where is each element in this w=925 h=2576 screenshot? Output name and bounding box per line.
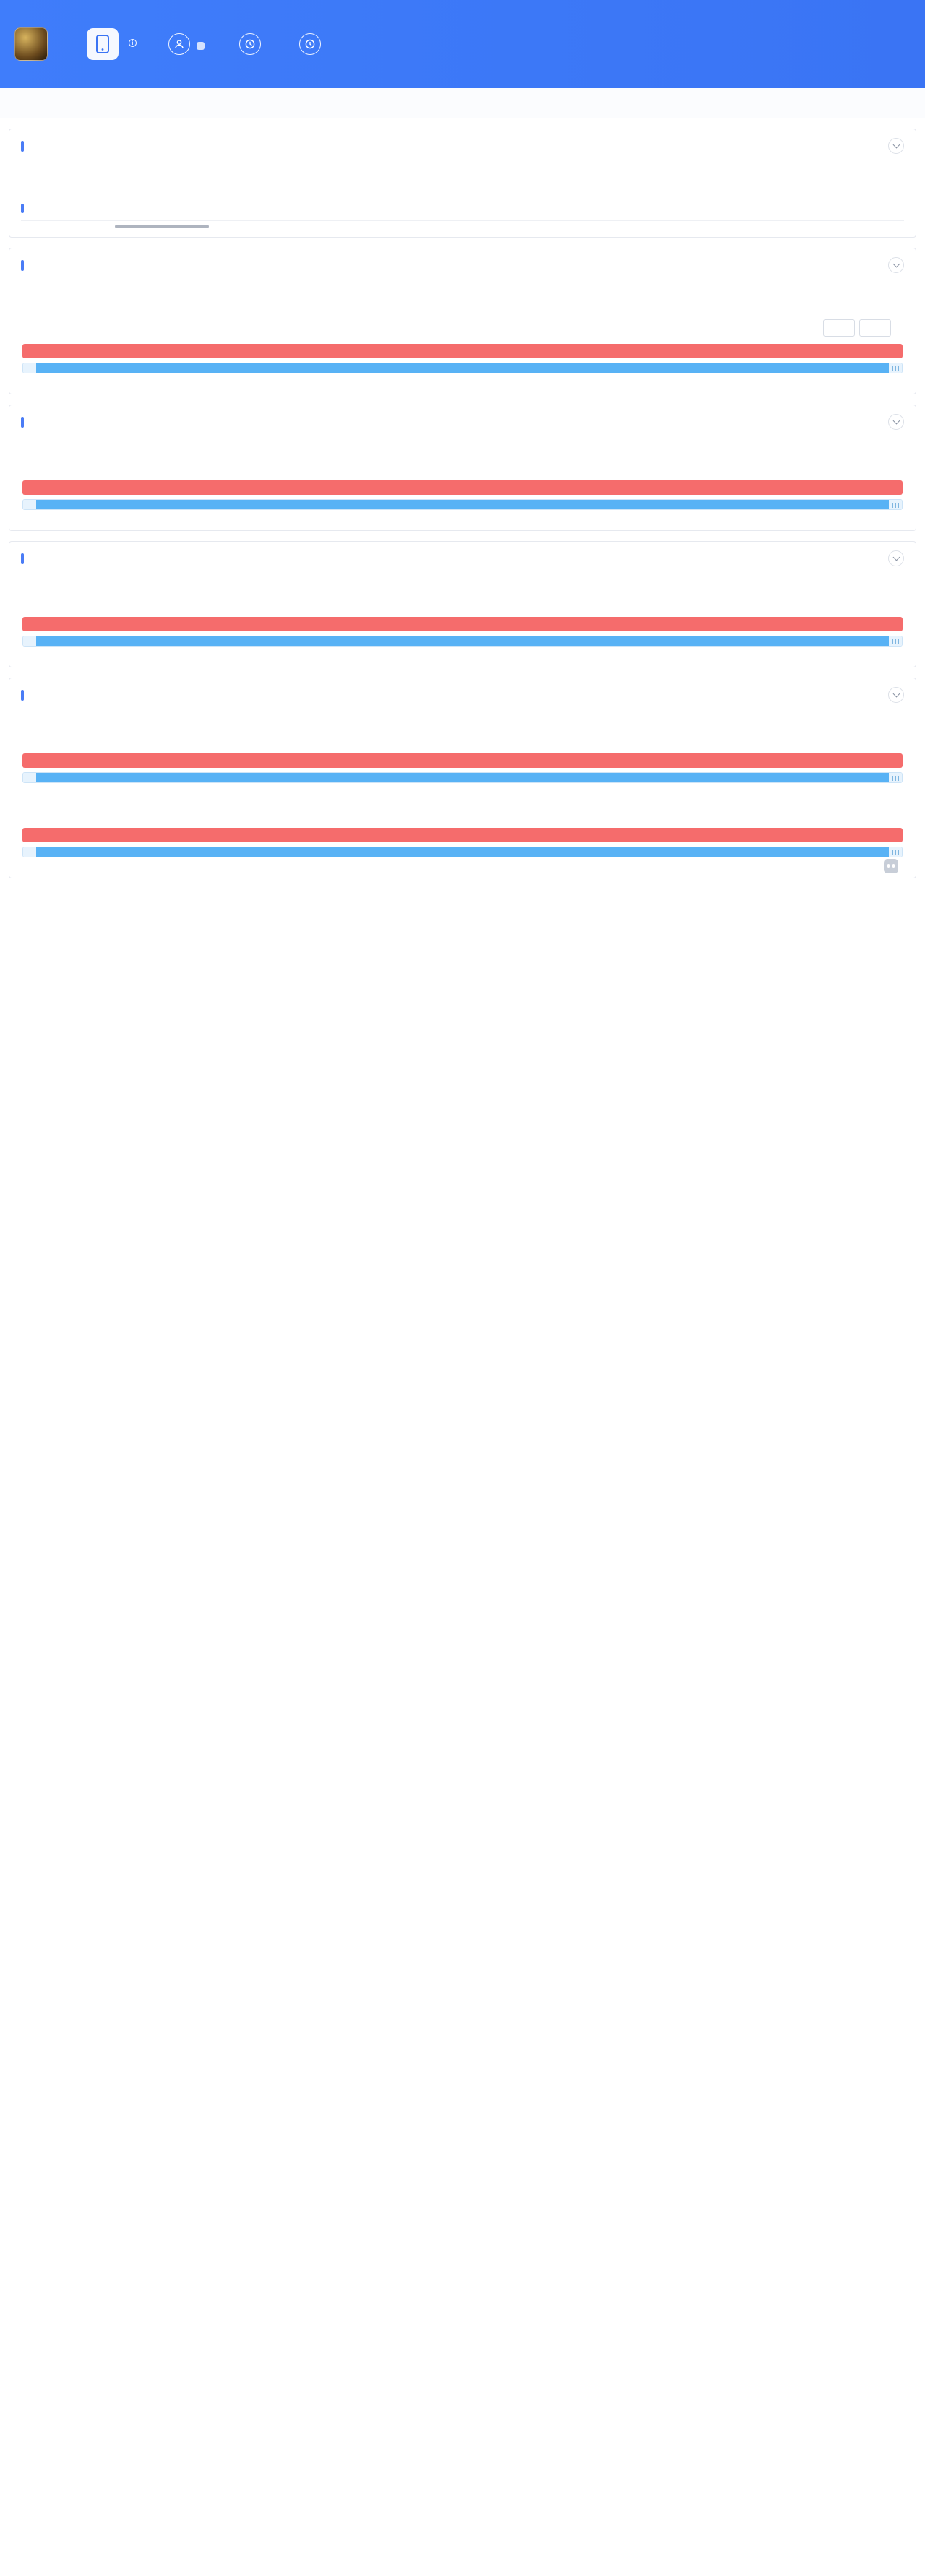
temperature-chart-scrollbar[interactable]	[22, 499, 903, 510]
section-accent-bar	[21, 689, 24, 701]
scrollbar-fill[interactable]	[36, 847, 889, 857]
table-hscrollbar-thumb[interactable]	[115, 225, 209, 228]
overview-metrics-row2	[21, 178, 480, 194]
scrollbar-left-handle[interactable]	[23, 500, 36, 509]
tags-table	[21, 220, 904, 221]
temperature-section	[9, 405, 916, 531]
scrollbar-right-handle[interactable]	[889, 636, 902, 646]
battery-level-chart-scrollbar[interactable]	[22, 772, 903, 783]
temperature-metrics	[21, 438, 321, 454]
phone-icon	[87, 28, 119, 60]
battery-chart-header	[21, 802, 904, 826]
creator-value	[197, 41, 207, 50]
battery-legend-row	[21, 862, 904, 869]
collapse-battery-button[interactable]	[888, 687, 904, 703]
fps-chart-header	[21, 314, 904, 342]
temperature-chart-header	[21, 454, 904, 479]
collapse-fps-button[interactable]	[888, 257, 904, 273]
duration-info	[239, 33, 267, 55]
scrollbar-left-handle[interactable]	[23, 847, 36, 857]
fps-metrics-row2	[21, 298, 710, 314]
chevron-down-icon	[892, 141, 900, 149]
brightness-chart-scrollbar[interactable]	[22, 636, 903, 647]
brightness-legend-row	[21, 651, 904, 658]
tags-header	[21, 196, 904, 220]
remark-bar[interactable]	[0, 88, 925, 118]
chart-label-banner	[22, 344, 903, 358]
collapse-brightness-button[interactable]	[888, 550, 904, 566]
scrollbar-left-handle[interactable]	[23, 363, 36, 373]
section-accent-bar	[21, 140, 24, 152]
scrollbar-left-handle[interactable]	[23, 636, 36, 646]
battery-level-legend-row	[21, 787, 904, 795]
battery-chart-scrollbar[interactable]	[22, 847, 903, 857]
collapse-overview-button[interactable]	[888, 138, 904, 154]
scrollbar-right-handle[interactable]	[889, 847, 902, 857]
xiaoheihe-watermark	[884, 859, 903, 873]
scrollbar-fill[interactable]	[36, 363, 889, 373]
brightness-section-header	[21, 542, 904, 575]
brightness-section	[9, 541, 916, 667]
upload-time-info	[299, 33, 327, 55]
fps-legend-row	[21, 378, 904, 385]
overview-section-header	[21, 129, 904, 163]
collapse-temperature-button[interactable]	[888, 414, 904, 430]
game-info	[14, 27, 55, 61]
game-app-icon	[14, 27, 48, 61]
person-icon	[168, 33, 190, 55]
fps-threshold-controls	[819, 319, 898, 337]
chart-label-banner	[22, 480, 903, 495]
brightness-metrics	[21, 575, 109, 591]
chevron-down-icon	[892, 260, 900, 268]
fps-threshold-input-1[interactable]	[823, 319, 855, 337]
battery-section	[9, 678, 916, 878]
info-icon	[129, 38, 137, 47]
chevron-down-icon	[892, 553, 900, 561]
section-accent-bar	[21, 259, 24, 271]
scrollbar-left-handle[interactable]	[23, 773, 36, 782]
fps-chart-scrollbar[interactable]	[22, 363, 903, 373]
battery-metrics	[21, 712, 507, 727]
scrollbar-right-handle[interactable]	[889, 363, 902, 373]
temperature-legend-row	[21, 514, 904, 522]
section-accent-bar	[21, 416, 24, 428]
brightness-chart-header	[21, 591, 904, 615]
device-model	[126, 37, 137, 48]
device-info	[87, 28, 137, 60]
chart-label-banner	[22, 828, 903, 842]
clock-icon	[239, 33, 261, 55]
section-accent-bar	[21, 553, 24, 564]
fps-metrics-row1	[21, 282, 904, 298]
chart-label-banner	[22, 753, 903, 768]
scrollbar-fill[interactable]	[36, 773, 889, 782]
scrollbar-right-handle[interactable]	[889, 773, 902, 782]
scrollbar-fill[interactable]	[36, 636, 889, 646]
overview-section	[9, 129, 916, 238]
temperature-section-header	[21, 405, 904, 438]
avatar	[197, 41, 205, 50]
battery-section-header	[21, 678, 904, 712]
battery-level-chart-header	[21, 727, 904, 752]
chevron-down-icon	[892, 417, 900, 425]
fps-section-header	[21, 248, 904, 282]
chart-label-banner	[22, 617, 903, 631]
chevron-down-icon	[892, 690, 900, 698]
scrollbar-right-handle[interactable]	[889, 500, 902, 509]
xiaoheihe-logo-icon	[884, 859, 898, 873]
overview-metrics-row1	[21, 163, 904, 178]
section-accent-bar	[21, 203, 24, 213]
upload-time-icon	[299, 33, 321, 55]
fps-section	[9, 248, 916, 394]
creator-info	[168, 33, 207, 55]
fps-threshold-input-2[interactable]	[859, 319, 891, 337]
page-header	[0, 0, 925, 88]
scrollbar-fill[interactable]	[36, 500, 889, 509]
